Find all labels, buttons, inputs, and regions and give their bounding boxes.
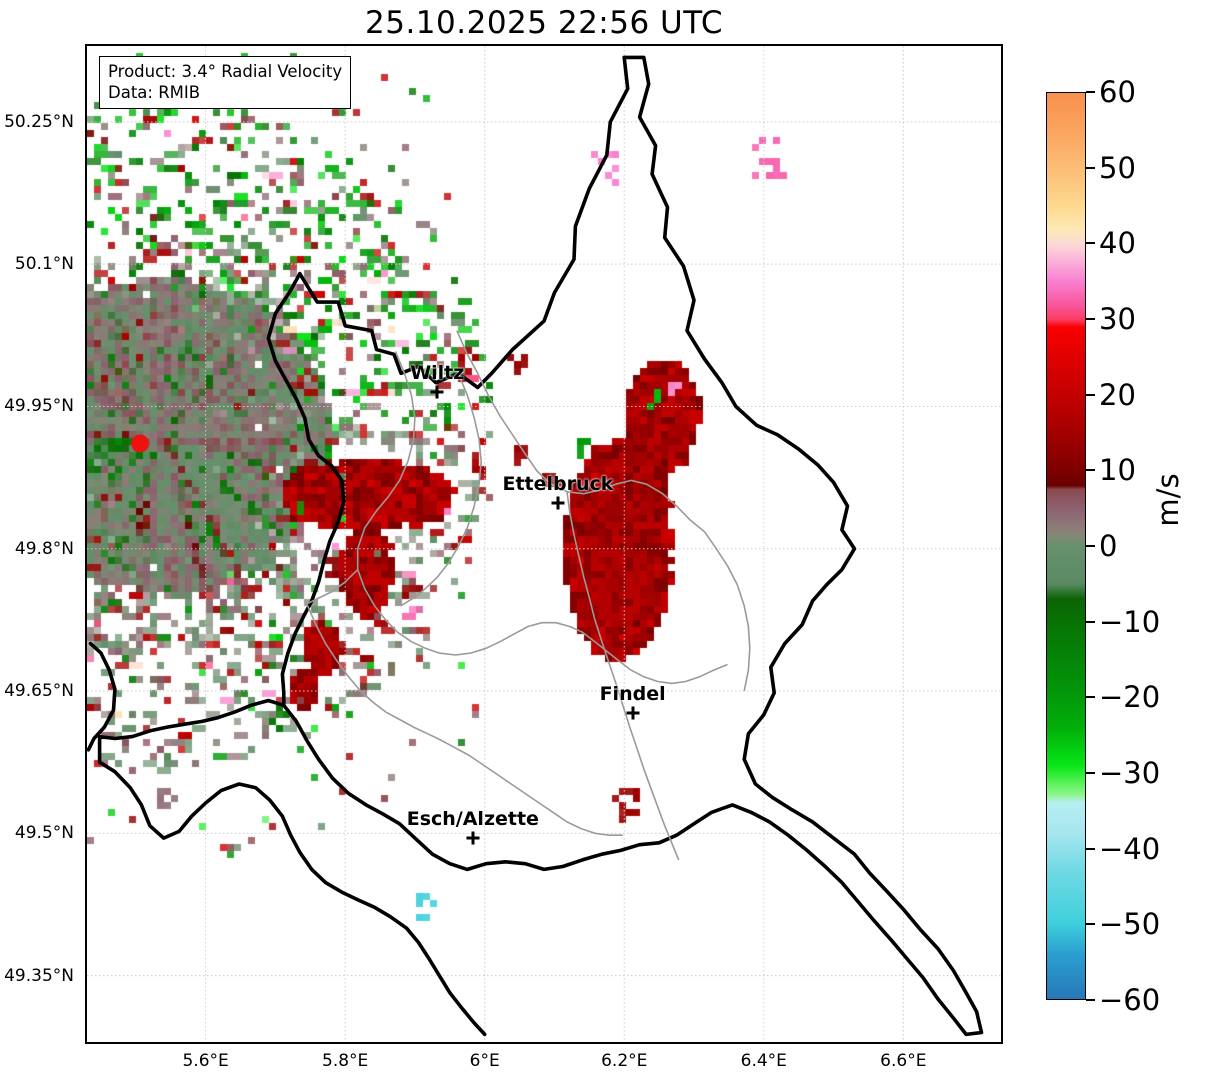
product-line: Product: 3.4° Radial Velocity (108, 62, 343, 81)
colorbar-tick-mark (1086, 999, 1095, 1001)
colorbar-tick-mark (1086, 772, 1095, 774)
colorbar-tick-mark (1086, 469, 1095, 472)
city-label-esch-alzette: Esch/Alzette (406, 808, 539, 831)
colorbar-tick-mark (1086, 242, 1095, 245)
y-axis-tick-label: 49.35°N (4, 965, 74, 986)
colorbar-tick-label: −30 (1099, 756, 1161, 790)
city-marker-wiltz (430, 385, 444, 399)
page-title: 25.10.2025 22:56 UTC (365, 5, 723, 41)
colorbar-unit-label: m/s (1151, 473, 1185, 527)
x-axis-tick-label: 6.4°E (740, 1051, 787, 1071)
colorbar-tick-label: 10 (1099, 453, 1136, 488)
x-axis-tick-label: 5.8°E (322, 1051, 369, 1071)
y-axis-tick-label: 50.25°N (4, 111, 74, 132)
colorbar-tick-label: −60 (1099, 983, 1161, 1017)
radar-echo-canvas (87, 46, 1001, 1042)
colorbar-tick-label: 0 (1099, 529, 1118, 563)
colorbar-tick-label: −50 (1099, 907, 1161, 942)
x-axis-tick-label: 5.6°E (182, 1051, 229, 1071)
colorbar-tick-mark (1086, 318, 1095, 320)
colorbar-tick-mark (1086, 620, 1095, 623)
colorbar-tick-label: −10 (1099, 604, 1161, 639)
y-axis-tick-label: 49.8°N (14, 538, 74, 559)
y-axis-tick-label: 49.65°N (4, 681, 74, 702)
colorbar-tick-label: 30 (1099, 302, 1136, 336)
colorbar-tick-mark (1086, 696, 1095, 699)
colorbar-tick-mark (1086, 166, 1095, 169)
radar-plot-area[interactable]: Product: 3.4° Radial Velocity Data: RMIB… (85, 44, 1003, 1044)
colorbar-tick-label: 20 (1099, 377, 1136, 412)
map-overlay (87, 46, 1001, 1042)
colorbar-tick-label: −20 (1099, 680, 1161, 715)
colorbar-tick-label: 60 (1099, 75, 1136, 109)
colorbar-tick-mark (1086, 91, 1095, 93)
y-axis-tick-label: 50.1°N (14, 254, 74, 275)
y-axis-tick-label: 49.5°N (14, 823, 74, 844)
colorbar-tick-label: 50 (1099, 150, 1136, 185)
colorbar[interactable] (1046, 92, 1086, 1000)
city-label-findel: Findel (599, 682, 666, 705)
colorbar-gradient (1047, 93, 1085, 999)
product-info-box: Product: 3.4° Radial Velocity Data: RMIB (99, 56, 352, 109)
colorbar-tick-mark (1086, 923, 1095, 926)
city-marker-esch-alzette (466, 831, 480, 845)
colorbar-tick-mark (1086, 847, 1095, 850)
y-axis-tick-label: 49.95°N (4, 396, 74, 417)
colorbar-tick-mark (1086, 545, 1095, 547)
colorbar-tick-label: −40 (1099, 831, 1161, 866)
y-axis-labels: 50.25°N 50.1°N 49.95°N 49.8°N 49.65°N 49.5°N 4… (0, 0, 82, 1081)
x-axis-tick-label: 6.2°E (601, 1051, 648, 1071)
city-marker-findel (626, 706, 640, 720)
city-label-wiltz: Wiltz (410, 362, 465, 385)
data-source-line: Data: RMIB (108, 83, 201, 102)
x-axis-tick-label: 6.6°E (880, 1051, 927, 1071)
colorbar-tick-mark (1086, 393, 1095, 396)
x-axis-tick-label: 6°E (469, 1051, 500, 1071)
city-marker-ettelbruck (551, 496, 565, 510)
city-label-ettelbruck: Ettelbruck (502, 473, 614, 496)
colorbar-tick-label: 40 (1099, 226, 1136, 261)
